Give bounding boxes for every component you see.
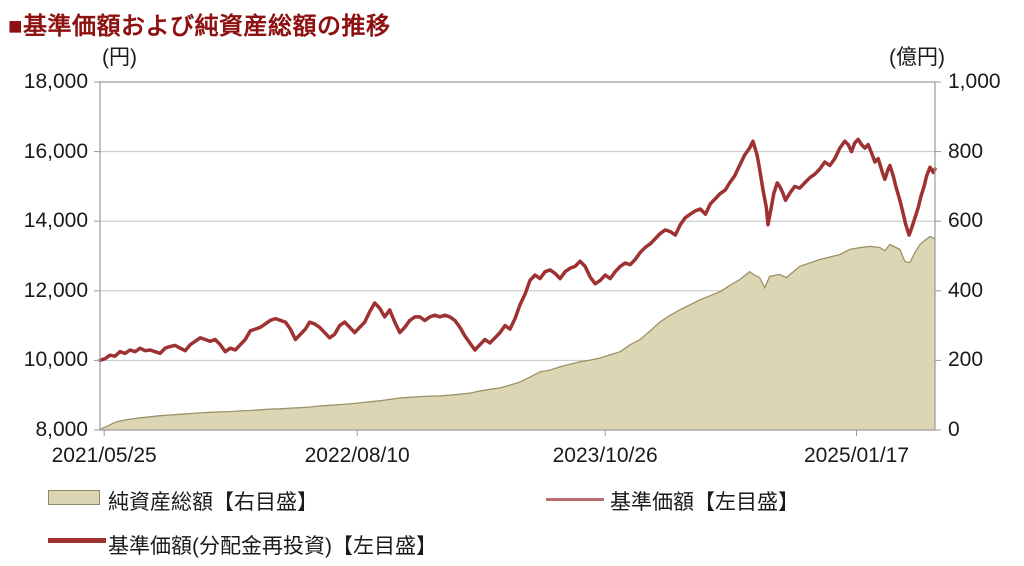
left-axis-tick: 14,000: [23, 209, 88, 233]
net-assets-area: [100, 236, 935, 430]
left-axis-tick: 8,000: [35, 418, 88, 441]
right-axis-tick: 0: [948, 418, 960, 441]
x-axis-tick: 2021/05/25: [51, 444, 157, 467]
right-axis-tick: 1,000: [948, 70, 1001, 93]
left-axis-tick: 12,000: [23, 278, 88, 302]
x-axis-tick: 2025/01/17: [803, 444, 910, 467]
legend-label-net-assets: 純資産総額【右目盛】: [108, 491, 318, 514]
nav-reinvested-line: [98, 137, 937, 363]
right-axis-unit: (億円): [889, 46, 945, 69]
left-axis-unit: (円): [102, 46, 137, 69]
left-axis-tick: 18,000: [23, 70, 88, 93]
nav-reinvested-line-swatch: [48, 538, 106, 543]
right-axis-tick: 400: [948, 278, 984, 302]
left-axis-tick: 10,000: [23, 348, 88, 372]
right-axis-tick: 800: [948, 139, 984, 163]
x-axis-tick: 2022/08/10: [304, 444, 410, 467]
left-axis-tick: 16,000: [23, 139, 88, 163]
net-assets-area-border: [99, 235, 936, 430]
right-axis-tick: 600: [948, 209, 984, 233]
legend-label-nav: 基準価額【左目盛】: [610, 491, 799, 514]
x-axis-tick: 2023/10/26: [552, 444, 658, 467]
plot-border: [99, 81, 936, 431]
page-title: ■基準価額および純資産総額の推移: [8, 13, 391, 40]
legend-label-nav-reinvested: 基準価額(分配金再投資)【左目盛】: [108, 535, 437, 558]
right-axis-tick: 200: [948, 348, 984, 372]
net-assets-swatch: [48, 490, 100, 505]
nav-line-swatch: [546, 498, 604, 501]
